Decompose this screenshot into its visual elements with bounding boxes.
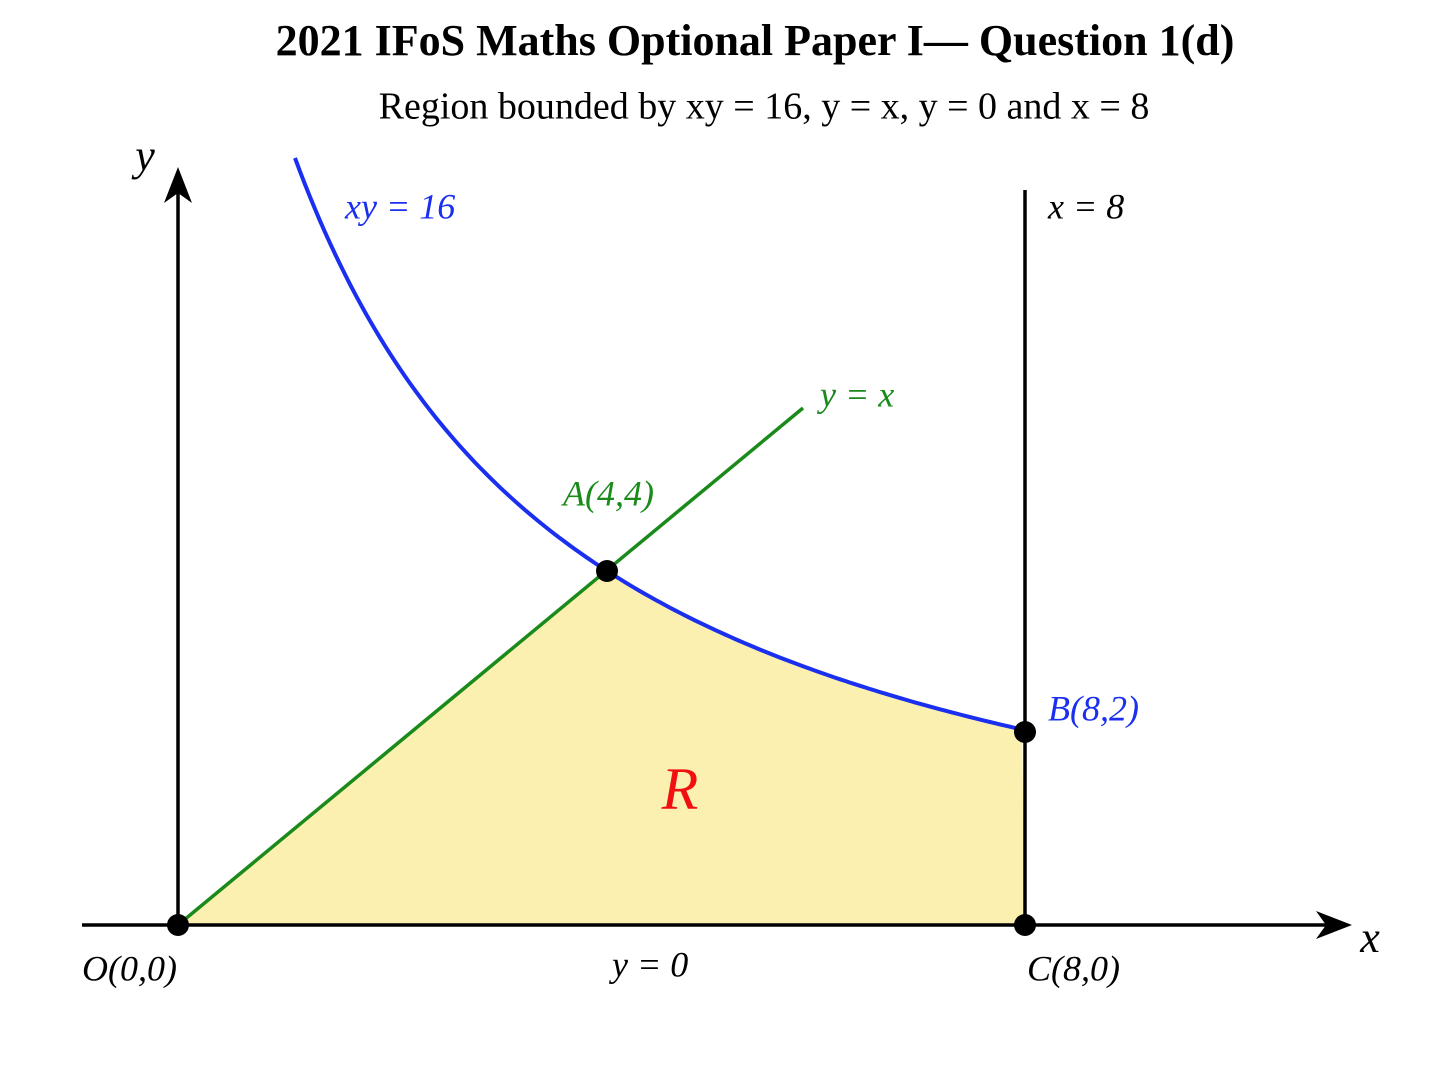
- point-o: [167, 914, 189, 936]
- region-label: R: [661, 756, 699, 822]
- x8-label: x = 8: [1047, 186, 1124, 226]
- point-a: [596, 560, 618, 582]
- x-arrow: [1316, 911, 1352, 939]
- y-arrow: [164, 167, 192, 203]
- hyperbola: [293, 157, 1026, 733]
- hyperbola-label: xy = 16: [344, 186, 455, 226]
- region-fill: [178, 571, 1025, 925]
- b-label: B(8,2): [1048, 688, 1139, 728]
- c-label: C(8,0): [1027, 948, 1120, 988]
- line-y-eq-x: [176, 406, 805, 927]
- title: 2021 IFoS Maths Optional Paper I— Questi…: [276, 16, 1235, 65]
- o-label: O(0,0): [82, 948, 177, 988]
- subtitle: Region bounded by xy = 16, y = x, y = 0 …: [379, 86, 1150, 128]
- point-c: [1014, 914, 1036, 936]
- x-label: x: [1359, 913, 1380, 962]
- point-b: [1014, 721, 1036, 743]
- y0-label: y = 0: [609, 944, 688, 984]
- a-label: A(4,4): [561, 473, 654, 513]
- yx-label: y = x: [817, 374, 894, 414]
- y-label: y: [131, 131, 155, 180]
